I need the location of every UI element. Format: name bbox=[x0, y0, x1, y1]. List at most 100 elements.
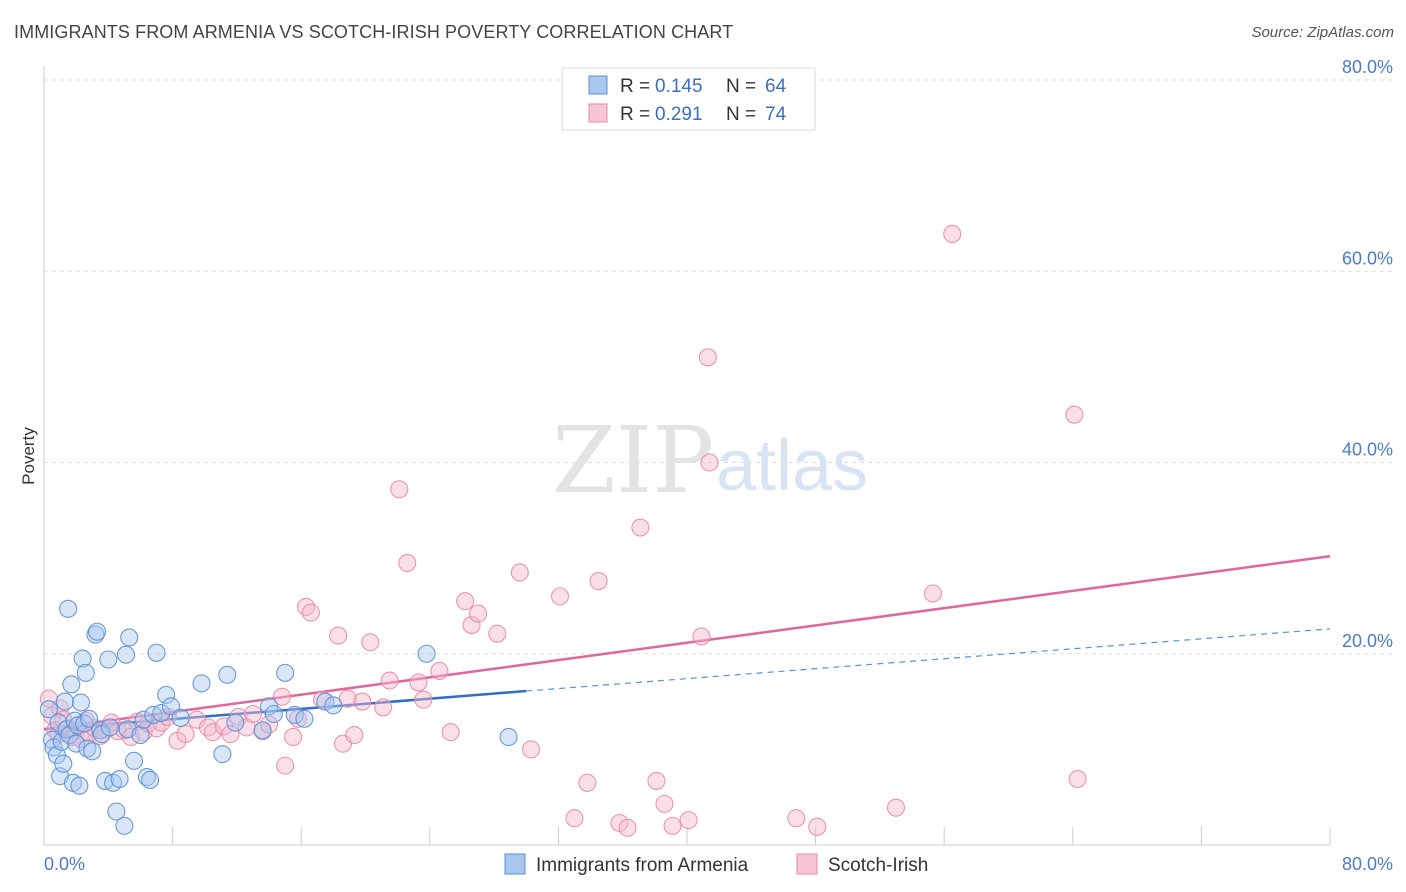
bottom-legend-label-armenia: Immigrants from Armenia bbox=[536, 855, 749, 876]
point-scotch-irish bbox=[441, 723, 460, 742]
point-armenia bbox=[276, 663, 295, 682]
point-scotch-irish bbox=[522, 740, 541, 759]
trend-line-scotch-irish bbox=[43, 554, 1331, 731]
point-scotch-irish bbox=[510, 563, 529, 582]
point-armenia bbox=[107, 802, 126, 821]
trend-line-armenia bbox=[43, 689, 527, 731]
point-armenia bbox=[59, 599, 78, 618]
point-armenia bbox=[99, 650, 118, 669]
point-armenia bbox=[116, 645, 136, 664]
point-scotch-irish bbox=[456, 592, 475, 611]
point-armenia bbox=[213, 745, 232, 764]
point-scotch-irish bbox=[313, 690, 332, 709]
point-scotch-irish bbox=[301, 603, 320, 622]
point-scotch-irish bbox=[221, 725, 240, 744]
point-armenia bbox=[152, 703, 171, 723]
point-scotch-irish bbox=[943, 224, 962, 244]
point-scotch-irish bbox=[353, 692, 372, 711]
point-armenia bbox=[100, 718, 119, 737]
point-armenia bbox=[68, 716, 87, 735]
point-armenia bbox=[264, 704, 283, 724]
point-armenia bbox=[67, 734, 86, 753]
point-scotch-irish bbox=[361, 633, 380, 652]
legend-r-label-scotch-irish: R = bbox=[620, 104, 650, 125]
point-armenia bbox=[147, 643, 166, 662]
point-scotch-irish bbox=[655, 794, 674, 813]
point-scotch-irish bbox=[700, 453, 719, 472]
point-armenia bbox=[171, 708, 190, 727]
point-scotch-irish bbox=[631, 518, 650, 537]
point-armenia bbox=[79, 709, 99, 728]
point-scotch-irish bbox=[398, 553, 417, 572]
point-scotch-irish bbox=[550, 587, 570, 606]
axes-layer: 20.0% 40.0% 60.0% 80.0% 0.0% 80.0% bbox=[43, 57, 1393, 874]
point-scotch-irish bbox=[488, 624, 507, 643]
point-scotch-irish bbox=[578, 773, 597, 792]
points-layer bbox=[39, 224, 1087, 837]
legend-n-value-scotch-irish: 74 bbox=[765, 104, 787, 125]
point-scotch-irish bbox=[1068, 769, 1087, 789]
point-armenia bbox=[285, 705, 304, 725]
point-armenia bbox=[73, 649, 92, 668]
x-tick-label: 0.0% bbox=[44, 854, 85, 874]
point-scotch-irish bbox=[923, 584, 942, 603]
point-armenia bbox=[86, 625, 105, 644]
point-armenia bbox=[417, 644, 436, 663]
y-axis-title: Poverty bbox=[19, 427, 38, 485]
point-armenia bbox=[226, 713, 245, 732]
point-scotch-irish bbox=[692, 627, 711, 646]
y-tick-label: 80.0% bbox=[1342, 57, 1393, 77]
point-scotch-irish bbox=[414, 690, 433, 709]
point-scotch-irish bbox=[214, 717, 234, 736]
legend-n-label-armenia: N = bbox=[726, 76, 756, 97]
point-scotch-irish bbox=[430, 661, 449, 681]
point-armenia bbox=[124, 751, 144, 770]
point-armenia bbox=[218, 665, 237, 684]
point-armenia bbox=[78, 739, 97, 758]
point-armenia bbox=[141, 770, 160, 790]
point-armenia bbox=[499, 727, 518, 746]
watermark: ZIP atlas bbox=[552, 407, 868, 514]
point-armenia bbox=[134, 710, 153, 729]
point-armenia bbox=[55, 692, 74, 711]
point-armenia bbox=[110, 769, 129, 789]
grid-layer bbox=[44, 79, 1392, 655]
point-armenia bbox=[71, 693, 91, 712]
point-armenia bbox=[70, 776, 89, 795]
point-armenia bbox=[324, 696, 343, 715]
point-scotch-irish bbox=[565, 809, 584, 828]
point-scotch-irish bbox=[679, 811, 698, 830]
point-armenia bbox=[54, 754, 73, 773]
point-scotch-irish bbox=[284, 727, 303, 746]
legend-n-value-armenia: 64 bbox=[765, 76, 787, 97]
point-scotch-irish bbox=[647, 771, 666, 790]
point-armenia bbox=[115, 816, 134, 835]
watermark-zip: ZIP bbox=[552, 407, 714, 514]
x-tick-label: 80.0% bbox=[1342, 854, 1393, 874]
bottom-legend: Immigrants from Armenia Scotch-Irish bbox=[504, 853, 928, 876]
chart-title: IMMIGRANTS FROM ARMENIA VS SCOTCH-IRISH … bbox=[14, 22, 734, 42]
point-scotch-irish bbox=[787, 809, 806, 828]
point-armenia bbox=[83, 742, 102, 761]
point-armenia bbox=[120, 628, 139, 647]
legend-swatch-scotch-irish bbox=[588, 103, 608, 123]
point-armenia bbox=[62, 675, 81, 694]
point-armenia bbox=[39, 700, 58, 719]
watermark-atlas: atlas bbox=[716, 426, 868, 506]
trend-line-armenia-extension bbox=[526, 628, 1331, 692]
point-scotch-irish bbox=[243, 704, 263, 724]
point-scotch-irish bbox=[296, 597, 316, 616]
point-scotch-irish bbox=[329, 626, 348, 645]
point-armenia bbox=[87, 622, 107, 641]
bottom-legend-swatch-armenia bbox=[504, 853, 526, 875]
point-scotch-irish bbox=[409, 673, 428, 692]
point-armenia bbox=[295, 709, 314, 728]
point-scotch-irish bbox=[128, 712, 147, 731]
legend-r-label-armenia: R = bbox=[620, 76, 650, 97]
point-scotch-irish bbox=[380, 671, 399, 690]
point-armenia bbox=[137, 768, 156, 787]
point-armenia bbox=[253, 721, 272, 740]
legend-r-value-scotch-irish: 0.291 bbox=[655, 104, 703, 125]
point-armenia bbox=[192, 674, 211, 693]
trend-layer bbox=[43, 554, 1331, 731]
